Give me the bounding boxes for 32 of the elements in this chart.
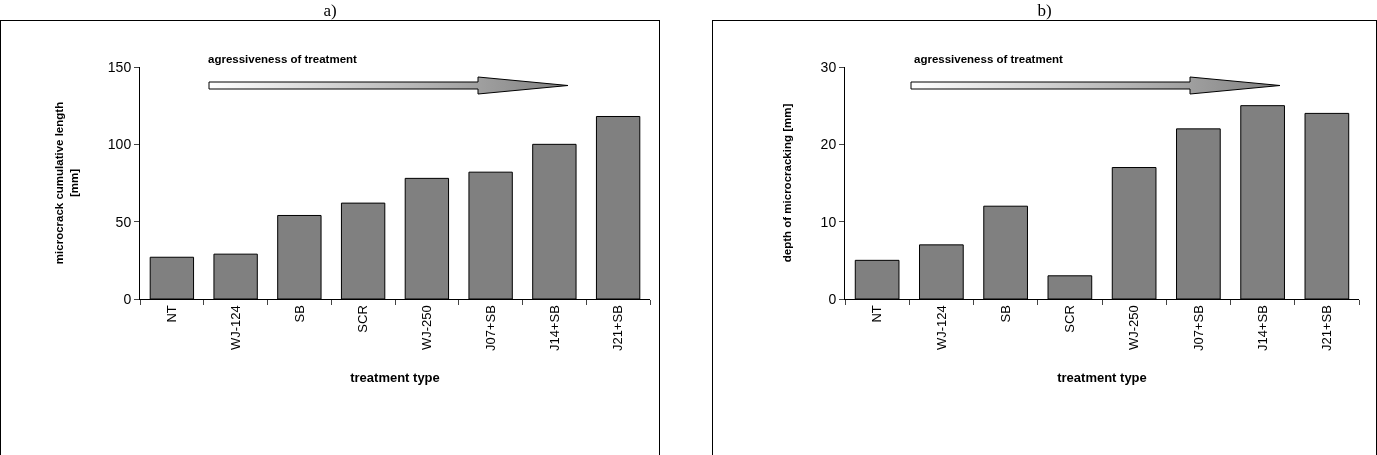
y-tick-label: 150 xyxy=(107,58,132,75)
y-tick-label: 100 xyxy=(107,136,132,153)
x-tick-label: SB xyxy=(997,305,1013,323)
x-tick-label: WJ-124 xyxy=(933,305,949,350)
x-tick-label: J07+SB xyxy=(1190,305,1206,352)
x-tick-label: J21+SB xyxy=(610,305,626,352)
x-tick-label: WJ-250 xyxy=(419,305,435,350)
x-tick-label: NT xyxy=(164,305,180,323)
y-tick-label: 0 xyxy=(123,290,132,307)
chart-title: b) xyxy=(1037,1,1052,21)
x-tick-label: J07+SB xyxy=(482,305,498,352)
y-axis-title: microcrack cumulative length [mm] xyxy=(53,101,81,265)
x-tick-label: SB xyxy=(291,305,307,323)
x-tick-label: SCR xyxy=(1062,305,1078,333)
y-axis-title: depth of microcracking [mm] xyxy=(781,103,794,263)
x-axis-title: treatment type xyxy=(1057,369,1147,385)
y-tick-label: 30 xyxy=(820,58,837,75)
x-tick-label: WJ-250 xyxy=(1126,305,1142,350)
text: agressiveness of treatment xyxy=(914,53,1064,65)
y-tick-label: 20 xyxy=(820,136,837,153)
x-axis-title: treatment type xyxy=(350,369,440,385)
text: agressiveness of treatment xyxy=(208,53,358,65)
x-tick-label: NT xyxy=(869,305,885,323)
y-tick-label: 0 xyxy=(828,290,837,307)
y-tick-label: 10 xyxy=(820,213,837,230)
x-tick-label: J14+SB xyxy=(1254,305,1270,352)
x-tick-label: J14+SB xyxy=(546,305,562,352)
chart-title: a) xyxy=(323,1,337,21)
x-tick-label: WJ-124 xyxy=(227,305,243,350)
x-tick-label: J21+SB xyxy=(1319,305,1335,352)
y-tick-label: 50 xyxy=(115,213,132,230)
x-tick-label: SCR xyxy=(355,305,371,333)
